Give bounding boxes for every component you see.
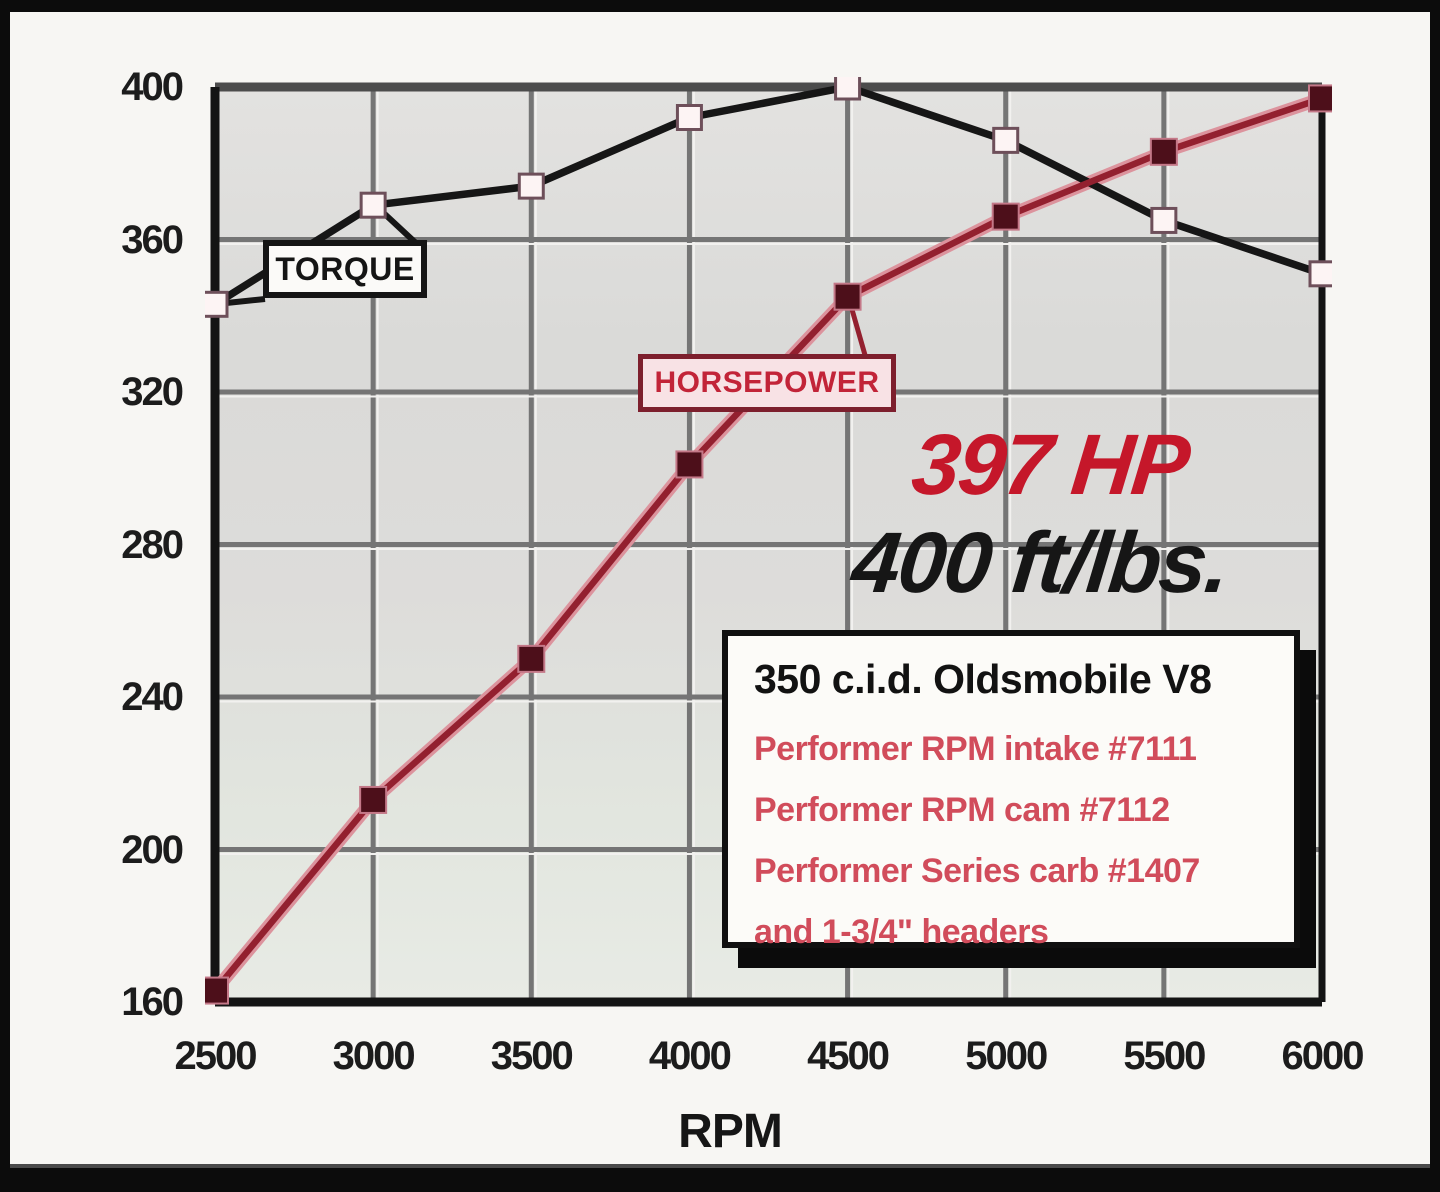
y-tick-label: 320 — [121, 370, 184, 414]
x-tick-label: 5500 — [1123, 1034, 1206, 1078]
y-tick-label: 280 — [121, 522, 184, 567]
horsepower-marker — [359, 785, 388, 814]
x-tick-label: 4000 — [648, 1034, 732, 1078]
horsepower-marker — [205, 976, 229, 1005]
x-tick-label: 4500 — [807, 1034, 890, 1078]
x-axis-title: RPM — [678, 1105, 783, 1158]
horsepower-marker — [675, 450, 704, 479]
x-tick-label: 5000 — [965, 1034, 1048, 1078]
horsepower-marker — [991, 202, 1020, 231]
x-tick-label: 3500 — [490, 1034, 574, 1078]
horsepower-marker — [517, 644, 546, 673]
peak-torque-annotation: 400 ft/lbs. — [847, 515, 1233, 611]
torque-marker — [517, 172, 545, 200]
torque-marker — [1150, 206, 1178, 234]
y-tick-label: 160 — [121, 980, 184, 1024]
peak-horsepower-annotation: 397 HP — [907, 417, 1193, 513]
torque-marker — [992, 126, 1020, 154]
engine-info-box: 350 c.i.d. Oldsmobile V8 Performer RPM i… — [722, 630, 1300, 951]
engine-part-line: Performer RPM intake #7111 — [754, 730, 1197, 768]
x-tick-label: 6000 — [1281, 1034, 1365, 1078]
y-tick-label: 360 — [121, 217, 184, 262]
horsepower-series-label: HORSEPOWER — [638, 354, 896, 412]
engine-part-line: Performer RPM cam #7112 — [754, 791, 1170, 829]
torque-marker — [205, 290, 229, 318]
torque-marker — [834, 77, 862, 101]
torque-series-label: TORQUE — [263, 240, 427, 298]
x-tick-label: 3000 — [332, 1034, 416, 1078]
chart-page: TORQUE HORSEPOWER 397 HP 400 ft/lbs. 350… — [10, 12, 1430, 1168]
torque-marker — [359, 191, 387, 219]
torque-marker — [1308, 260, 1332, 288]
y-tick-label: 240 — [121, 675, 184, 719]
horsepower-marker — [833, 282, 862, 311]
y-tick-label: 200 — [121, 827, 184, 872]
horsepower-marker — [1308, 84, 1332, 113]
horsepower-marker — [1149, 137, 1178, 166]
engine-part-line: Performer Series carb #1407 — [754, 852, 1200, 890]
engine-part-line: and 1-3/4" headers — [754, 913, 1049, 951]
engine-parts-list: Performer RPM intake #7111 Performer RPM … — [754, 719, 1268, 963]
y-tick-label: 400 — [121, 65, 184, 109]
x-tick-label: 2500 — [174, 1034, 258, 1078]
torque-line — [213, 83, 1324, 308]
torque-marker — [675, 104, 703, 131]
engine-title: 350 c.i.d. Oldsmobile V8 — [754, 656, 1212, 702]
